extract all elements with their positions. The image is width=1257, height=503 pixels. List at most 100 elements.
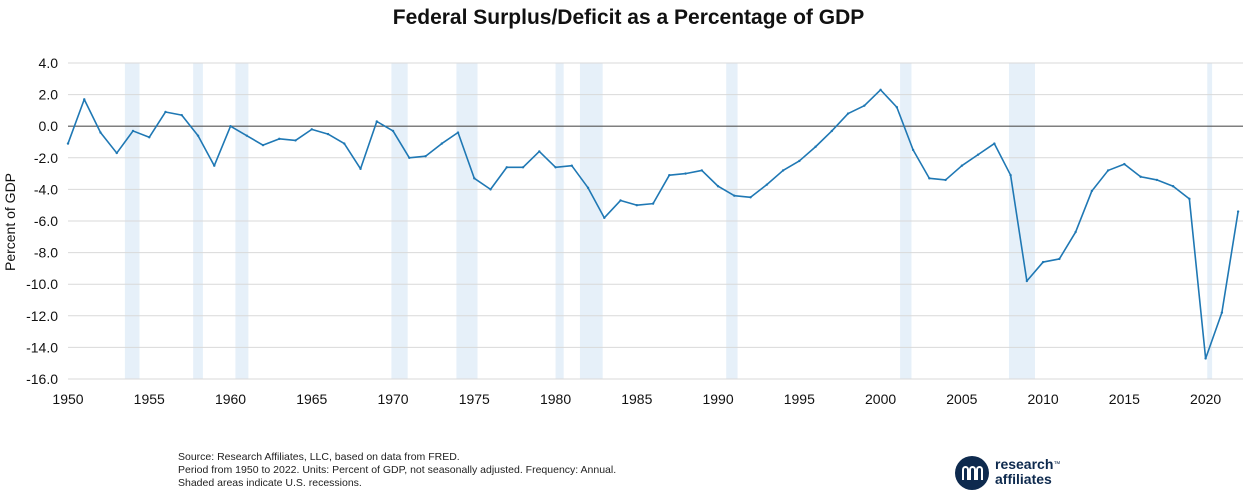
data-point bbox=[343, 142, 346, 145]
x-tick-label: 2020 bbox=[1190, 391, 1221, 407]
data-point bbox=[781, 169, 785, 172]
data-point bbox=[164, 110, 167, 114]
data-point bbox=[521, 166, 525, 169]
data-point bbox=[229, 125, 232, 128]
data-point bbox=[895, 106, 899, 109]
x-tick-label: 2000 bbox=[865, 391, 896, 407]
footnote-recessions: Shaded areas indicate U.S. recessions. bbox=[178, 477, 362, 489]
data-point bbox=[944, 178, 947, 182]
data-point bbox=[196, 134, 200, 137]
data-point bbox=[1220, 311, 1224, 314]
y-tick-label: -8.0 bbox=[34, 245, 58, 261]
data-point bbox=[326, 132, 330, 136]
x-tick-label: 1985 bbox=[621, 391, 652, 407]
data-point bbox=[733, 194, 736, 197]
data-point bbox=[554, 166, 557, 169]
data-point bbox=[294, 139, 297, 142]
y-tick-label: 0.0 bbox=[39, 118, 59, 134]
data-point bbox=[213, 164, 216, 167]
y-tick-label: -16.0 bbox=[26, 371, 58, 387]
data-point bbox=[115, 151, 118, 155]
data-point bbox=[1236, 210, 1240, 213]
y-tick-label: -4.0 bbox=[34, 181, 58, 197]
data-point bbox=[863, 104, 866, 107]
data-point bbox=[586, 186, 590, 190]
data-point bbox=[928, 177, 931, 180]
data-point bbox=[993, 142, 996, 145]
data-point bbox=[440, 142, 443, 145]
y-axis-ticks: 4.0 2.0 0.0 -2.0 -4.0 -6.0 -8.0 -10.0 -12.0 -14.0… bbox=[26, 55, 58, 387]
data-point bbox=[1155, 178, 1159, 182]
data-point bbox=[830, 129, 834, 133]
y-tick-label: -2.0 bbox=[34, 150, 58, 166]
y-axis-label: Percent of GDP bbox=[2, 173, 18, 271]
x-tick-label: 1950 bbox=[52, 391, 83, 407]
chart-title: Federal Surplus/Deficit as a Percentage … bbox=[392, 6, 865, 29]
data-point bbox=[684, 172, 687, 175]
x-tick-label: 1995 bbox=[784, 391, 815, 407]
data-point bbox=[505, 166, 508, 169]
data-point bbox=[668, 173, 671, 177]
data-point bbox=[765, 183, 769, 186]
data-point bbox=[408, 156, 411, 159]
data-point bbox=[473, 177, 476, 180]
data-point bbox=[66, 142, 70, 145]
y-tick-label: -6.0 bbox=[34, 213, 58, 229]
x-axis-ticks: 1950 1955 1960 1965 1970 1975 1980 1985 1990 1995… bbox=[52, 391, 1221, 407]
data-point bbox=[456, 131, 460, 134]
data-point bbox=[391, 129, 395, 133]
data-point bbox=[1074, 230, 1077, 234]
series-layer bbox=[66, 88, 1240, 360]
data-point bbox=[700, 169, 704, 172]
data-point bbox=[359, 167, 362, 171]
data-point bbox=[976, 153, 980, 156]
data-point bbox=[570, 164, 574, 167]
data-point bbox=[83, 98, 86, 101]
data-point bbox=[148, 136, 151, 139]
data-point bbox=[1025, 279, 1029, 283]
data-point bbox=[911, 148, 915, 152]
data-point bbox=[1041, 260, 1045, 264]
x-tick-label: 1975 bbox=[459, 391, 490, 407]
x-tick-label: 1960 bbox=[215, 391, 246, 407]
footnote-period: Period from 1950 to 2022. Units: Percent… bbox=[178, 464, 617, 476]
data-point bbox=[1188, 197, 1191, 201]
x-tick-label: 2005 bbox=[946, 391, 977, 407]
data-point bbox=[1090, 189, 1094, 193]
x-tick-label: 1980 bbox=[540, 391, 571, 407]
data-point bbox=[1123, 162, 1126, 166]
data-point bbox=[180, 113, 183, 117]
line-chart: 4.0 2.0 0.0 -2.0 -4.0 -6.0 -8.0 -10.0 -12.0 -14.0… bbox=[2, 55, 1243, 407]
data-point bbox=[1171, 185, 1175, 188]
data-point bbox=[635, 204, 639, 207]
data-point bbox=[1139, 175, 1142, 178]
data-point bbox=[619, 199, 622, 202]
footnotes: Source: Research Affiliates, LLC, based … bbox=[178, 451, 616, 490]
data-point bbox=[310, 128, 313, 131]
data-point bbox=[424, 155, 427, 158]
y-tick-label: -10.0 bbox=[26, 276, 58, 292]
data-point bbox=[278, 137, 281, 141]
data-point bbox=[245, 134, 248, 137]
data-point bbox=[99, 131, 102, 134]
footnote-source: Source: Research Affiliates, LLC, based … bbox=[178, 451, 460, 463]
x-tick-label: 2010 bbox=[1028, 391, 1059, 407]
data-point bbox=[1009, 173, 1012, 177]
x-tick-label: 1965 bbox=[296, 391, 327, 407]
data-point bbox=[960, 164, 964, 167]
x-tick-label: 1955 bbox=[134, 391, 165, 407]
y-tick-label: -14.0 bbox=[26, 339, 58, 355]
x-tick-label: 1970 bbox=[377, 391, 408, 407]
data-point bbox=[375, 120, 378, 123]
data-point bbox=[1106, 169, 1110, 172]
data-point bbox=[879, 88, 882, 92]
data-point bbox=[538, 150, 541, 153]
logo-text: research™ affiliates bbox=[995, 456, 1061, 487]
y-tick-label: 2.0 bbox=[39, 87, 59, 103]
data-point bbox=[131, 129, 135, 133]
data-point bbox=[603, 216, 606, 220]
data-point bbox=[846, 112, 850, 115]
data-point bbox=[489, 188, 492, 191]
data-point bbox=[814, 145, 817, 148]
gridlines bbox=[68, 62, 1243, 380]
